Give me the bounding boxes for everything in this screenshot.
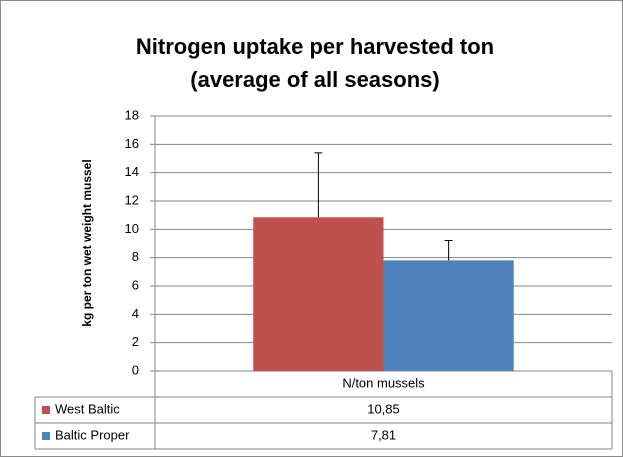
y-tick-label: 8 [132,249,139,264]
legend-label: West Baltic [55,401,120,416]
y-axis-label: kg per ton wet weight mussel [80,159,94,326]
y-tick-label: 0 [132,362,139,377]
y-tick-label: 4 [132,306,139,321]
y-tick-label: 12 [125,192,139,207]
chart-title: Nitrogen uptake per harvested ton (avera… [135,34,495,92]
data-table-value: 10,85 [367,401,400,416]
y-tick-label: 10 [125,221,139,236]
legend-label: Baltic Proper [55,427,130,442]
x-tick-label: N/ton mussels [342,375,425,390]
y-tick-label: 18 [125,107,139,122]
error-bar [444,240,453,261]
y-tick-label: 14 [125,164,139,179]
legend-swatch [42,406,50,414]
data-table-value: 7,81 [371,427,396,442]
y-tick-label: 6 [132,277,139,292]
legend-swatch [42,432,50,440]
bar [253,217,384,371]
bar [383,260,514,371]
y-tick-label: 2 [132,334,139,349]
y-tick-label: 16 [125,136,139,151]
error-bar [314,152,323,218]
